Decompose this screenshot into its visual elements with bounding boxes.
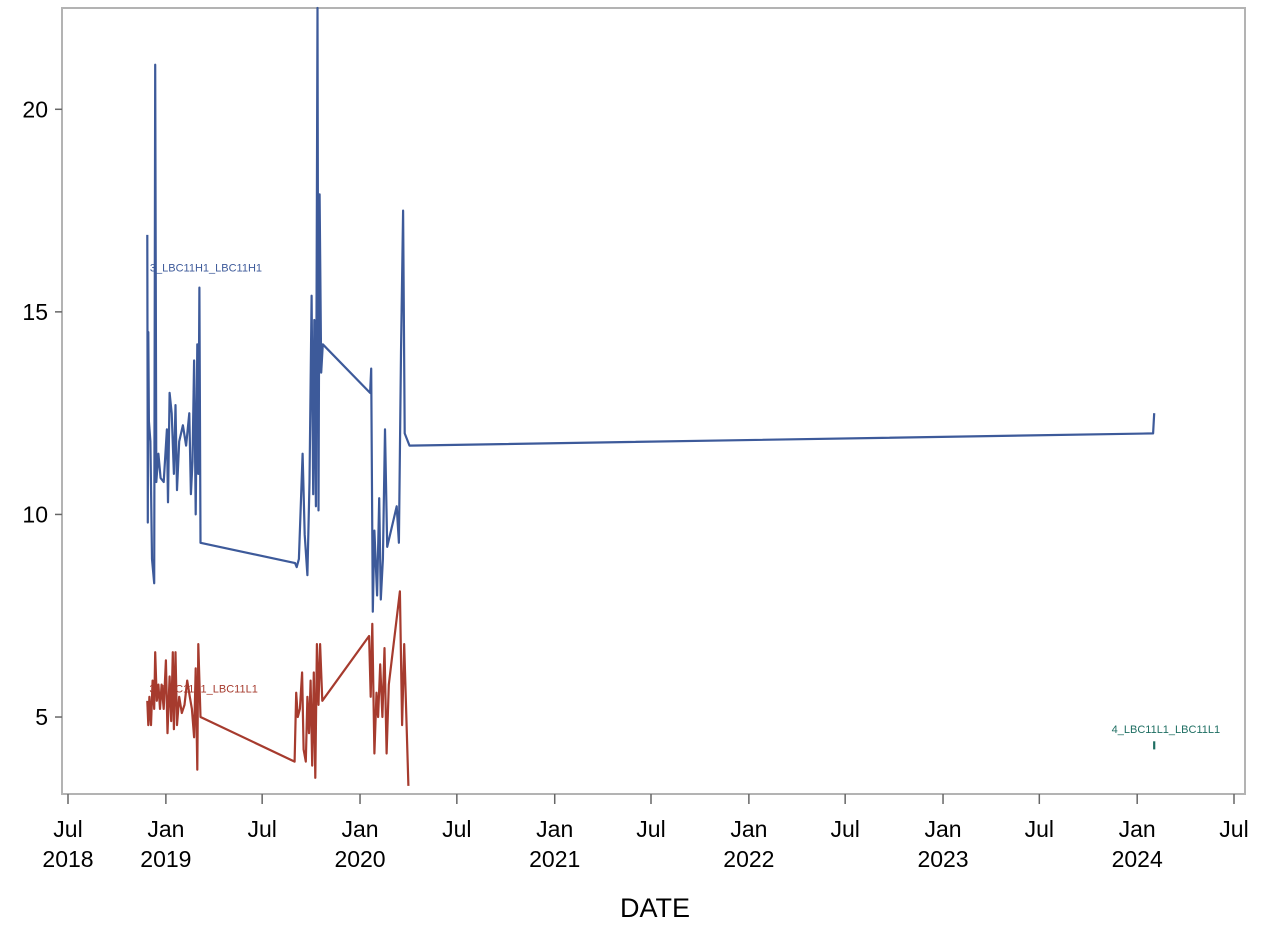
series-line <box>146 590 410 786</box>
x-tick-label: Jul <box>830 816 859 842</box>
series-label: 3_LBC11H1_LBC11H1 <box>150 262 262 274</box>
x-tick-label: Jul <box>636 816 665 842</box>
x-tick-label: Jul <box>53 816 82 842</box>
y-tick-label: 10 <box>22 501 48 527</box>
y-axis: 5 10 15 20 <box>22 96 62 730</box>
series-group: 3_LBC11H1_LBC11H1 <box>146 6 1156 613</box>
x-tick-year-label: 2019 <box>140 846 191 872</box>
x-tick-year-label: 2018 <box>42 846 93 872</box>
y-tick-label: 5 <box>35 704 48 730</box>
x-tick-year-label: 2021 <box>529 846 580 872</box>
series-label: 3_LBC11L1_LBC11L1 <box>149 684 257 696</box>
x-tick-label: Jan <box>147 816 184 842</box>
x-tick-label: Jul <box>1219 816 1248 842</box>
x-tick-label: Jan <box>536 816 573 842</box>
x-tick-label: Jan <box>924 816 961 842</box>
x-tick-label: Jan <box>341 816 378 842</box>
x-tick-year-label: 2023 <box>917 846 968 872</box>
series-group: 3_LBC11L1_LBC11L1 <box>146 590 410 786</box>
plot-area-frame <box>61 7 1246 795</box>
x-axis: Jul 2018 Jan 2019 Jul Jan 2020 Jul Jan 2021 Jul Jan… <box>42 794 1249 872</box>
x-tick-year-label: 2020 <box>334 846 385 872</box>
x-tick-label: Jan <box>1119 816 1156 842</box>
series-label: 4_LBC11L1_LBC11L1 <box>1112 724 1220 736</box>
x-tick-label: Jul <box>247 816 276 842</box>
x-tick-label: Jul <box>442 816 471 842</box>
y-tick-label: 15 <box>22 299 48 325</box>
x-tick-label: Jan <box>730 816 767 842</box>
x-tick-label: Jul <box>1025 816 1054 842</box>
x-tick-year-label: 2024 <box>1112 846 1163 872</box>
series-group: 4_LBC11L1_LBC11L1 <box>1112 724 1220 750</box>
x-tick-year-label: 2022 <box>723 846 774 872</box>
series-layer: 3_LBC11H1_LBC11H1 3_LBC11L1_LBC11L1 4_LBC1… <box>146 6 1220 786</box>
y-tick-label: 20 <box>22 96 48 122</box>
x-axis-title: DATE <box>620 893 690 923</box>
series-line <box>146 6 1156 613</box>
